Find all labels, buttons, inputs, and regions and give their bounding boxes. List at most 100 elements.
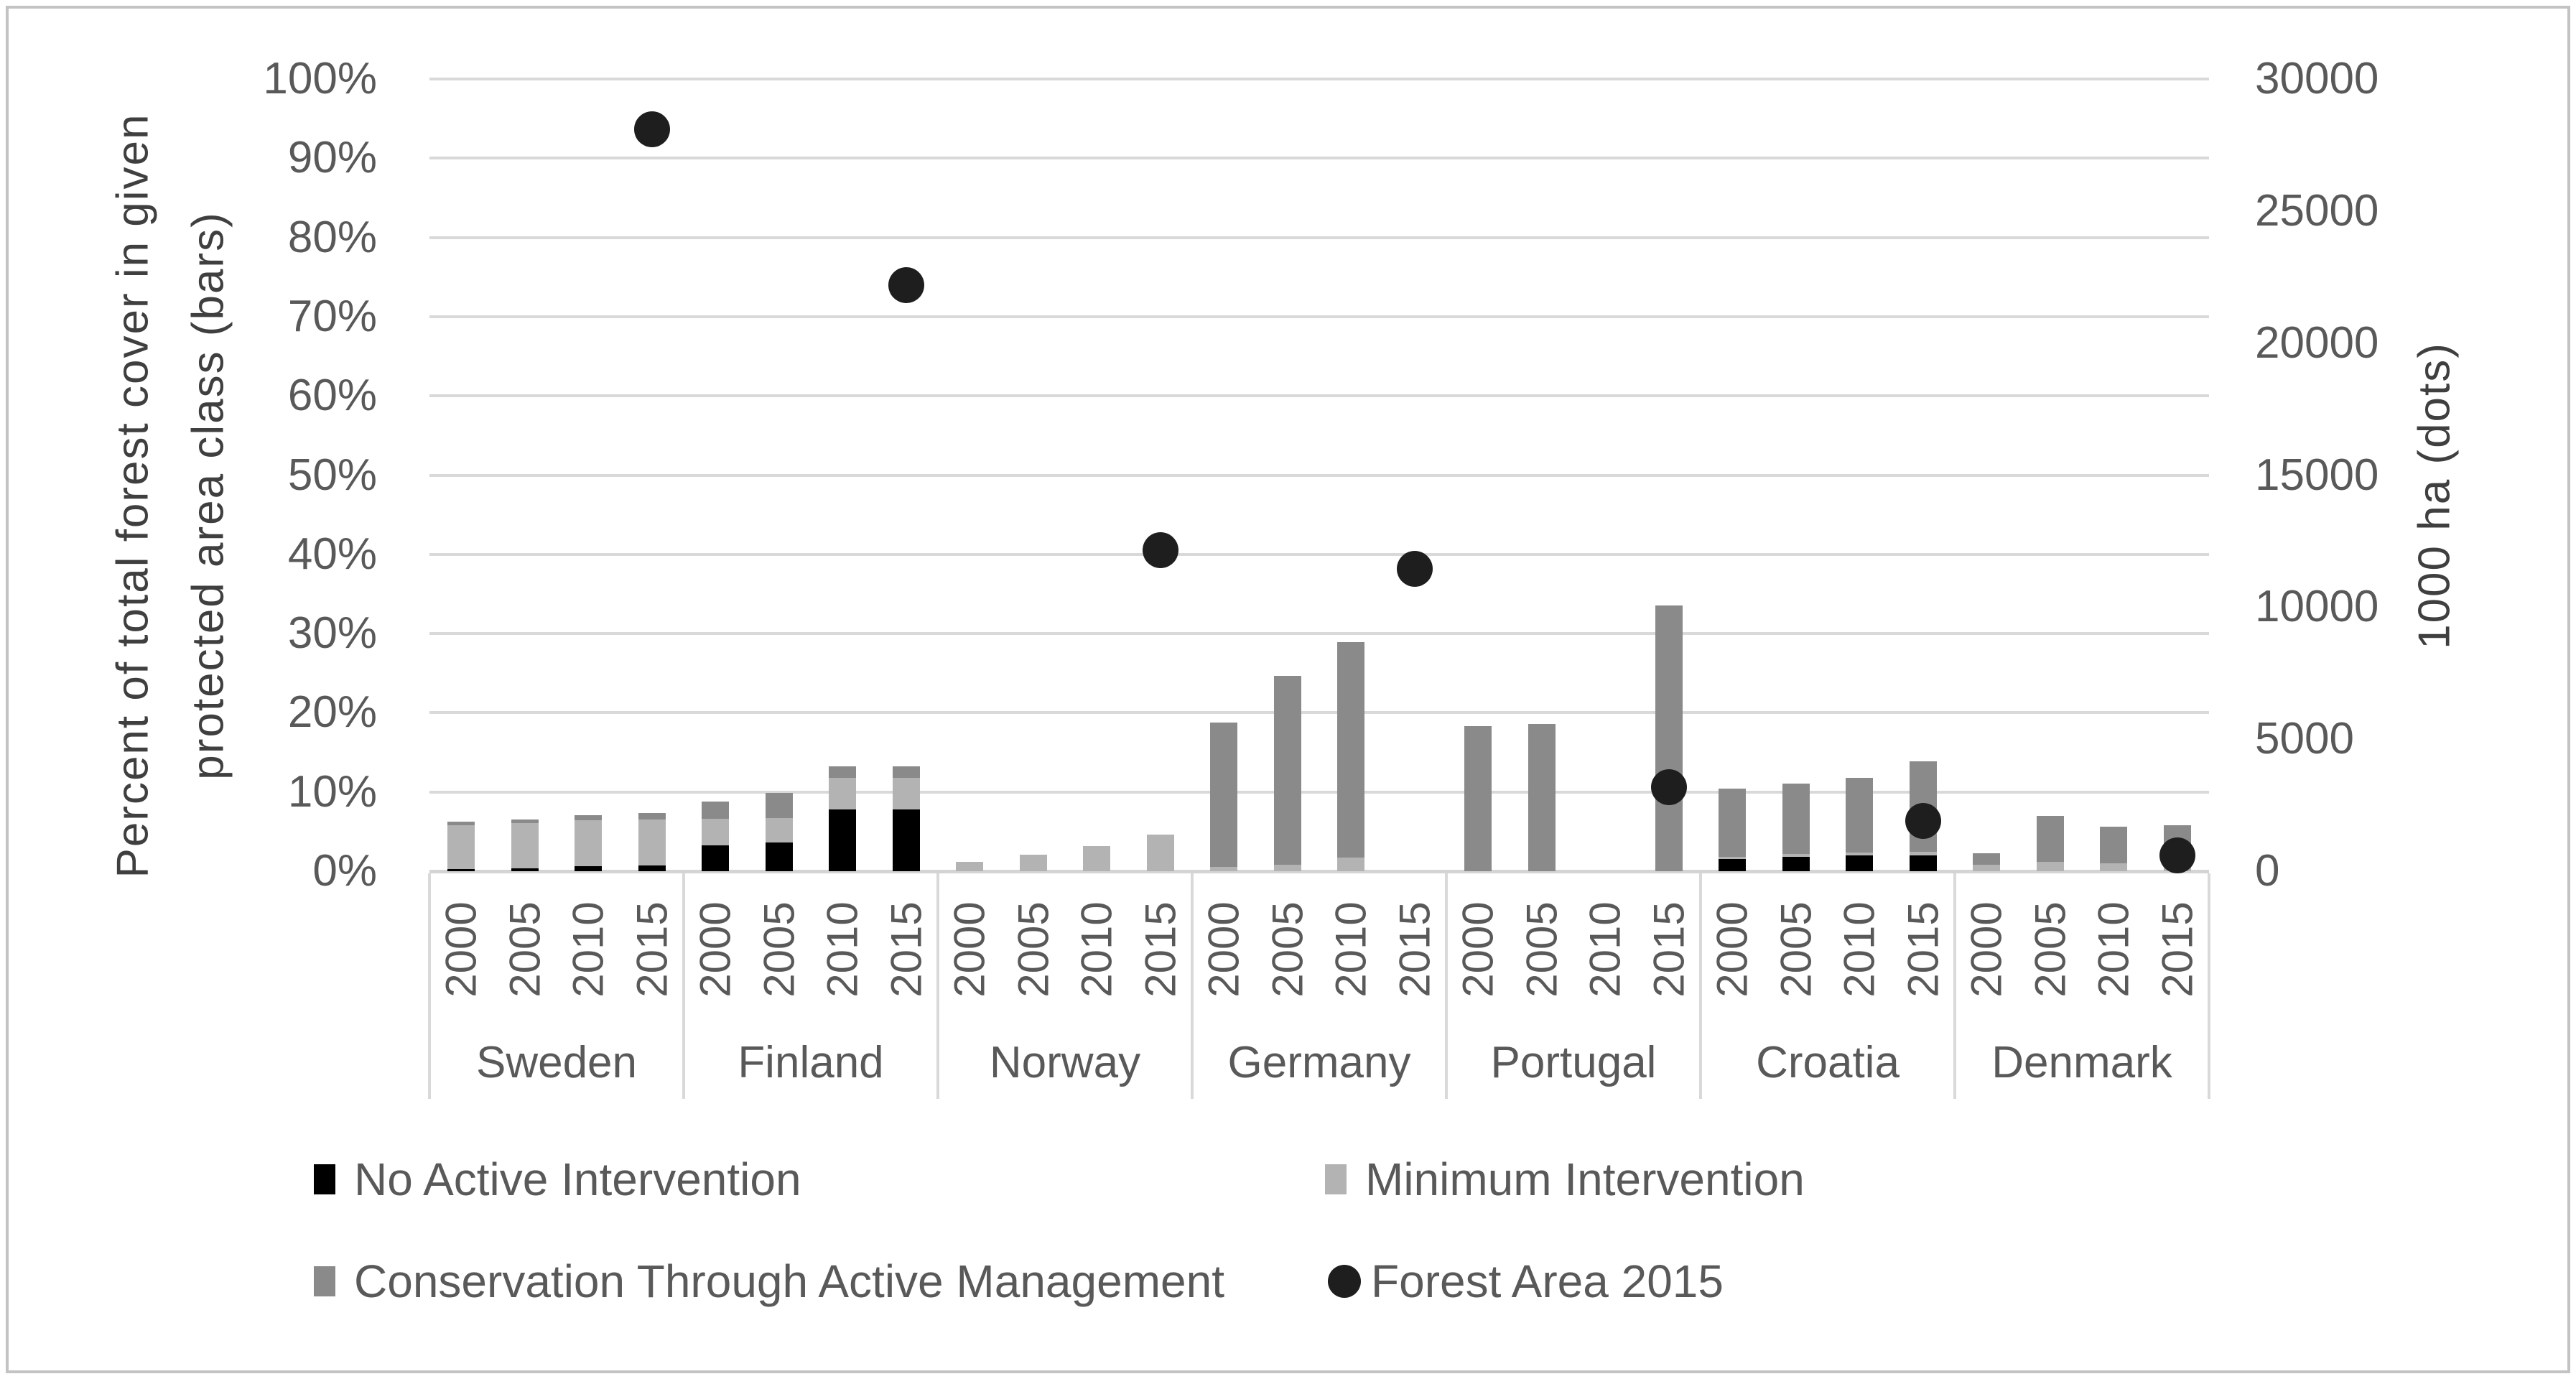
gridline <box>429 552 2209 556</box>
x-axis-year-label: 2015 <box>628 901 676 998</box>
bar-segment-conservation-active-management <box>2100 827 2128 863</box>
bar-segment-minimum-intervention <box>702 819 730 845</box>
bar-segment-conservation-active-management <box>1719 788 1747 857</box>
x-axis-year-label: 2000 <box>1199 901 1248 998</box>
bar-segment-minimum-intervention <box>1210 867 1238 871</box>
right-axis-tick-label: 15000 <box>2255 450 2379 500</box>
bar-segment-minimum-intervention <box>575 820 603 867</box>
forest-area-dot-icon <box>1328 1265 1361 1298</box>
bar-segment-no-active-intervention <box>1719 859 1747 871</box>
x-axis-year-label: 2010 <box>564 901 613 998</box>
x-axis-country-label: Germany <box>1227 1038 1411 1087</box>
bar-segment-no-active-intervention <box>1782 857 1810 871</box>
bar-segment-conservation-active-management <box>1273 675 1301 865</box>
category-divider <box>1191 873 1194 1099</box>
x-axis-country-label: Portugal <box>1490 1038 1657 1087</box>
category-divider <box>2208 873 2210 1099</box>
x-axis-year-label: 2015 <box>2153 901 2202 998</box>
forest-area-dot <box>633 111 670 147</box>
gridline <box>429 711 2209 715</box>
bar-segment-conservation-active-management <box>1655 605 1683 871</box>
legend-label-no-active-intervention: No Active Intervention <box>354 1153 801 1205</box>
bar-segment-minimum-intervention <box>1273 865 1301 871</box>
right-axis-tick-label: 10000 <box>2255 582 2379 632</box>
x-axis-year-label: 2000 <box>1454 901 1502 998</box>
bar-segment-minimum-intervention <box>447 825 475 869</box>
x-axis-year-label: 2015 <box>1645 901 1693 998</box>
left-axis-tick-label: 50% <box>287 450 377 500</box>
category-divider <box>1953 873 1956 1099</box>
x-axis-year-label: 2005 <box>2026 901 2075 998</box>
gridline <box>429 394 2209 398</box>
forest-area-dot <box>1142 532 1178 569</box>
bar-segment-minimum-intervention <box>1846 852 1874 855</box>
chart-border <box>6 6 2570 1373</box>
bar-segment-minimum-intervention <box>1782 854 1810 858</box>
bar-segment-minimum-intervention <box>1719 856 1747 860</box>
bar-segment-conservation-active-management <box>1973 853 2001 865</box>
right-axis-tick-label: 5000 <box>2255 714 2354 764</box>
bar-segment-no-active-intervention <box>638 865 666 871</box>
bar-segment-no-active-intervention <box>702 845 730 871</box>
bar-segment-conservation-active-management <box>2036 815 2064 862</box>
left-axis-tick-label: 100% <box>263 54 377 103</box>
x-axis-country-label: Norway <box>989 1038 1141 1087</box>
bar-segment-minimum-intervention <box>765 818 793 843</box>
x-axis-year-label: 2000 <box>1962 901 2011 998</box>
left-axis-title-line2: protected area class (bars) <box>183 211 233 780</box>
bar-segment-no-active-intervention <box>1846 855 1874 871</box>
bar-segment-conservation-active-management <box>447 822 475 826</box>
legend-label-conservation-active-management: Conservation Through Active Management <box>354 1255 1224 1307</box>
forest-area-dot <box>1396 551 1433 588</box>
bar-segment-conservation-active-management <box>1528 723 1556 871</box>
bar-segment-no-active-intervention <box>511 868 539 871</box>
right-axis-tick-label: 0 <box>2255 846 2280 896</box>
forest-area-dot <box>2159 837 2195 873</box>
no-active-intervention-swatch-icon <box>314 1164 335 1194</box>
x-axis-year-label: 2000 <box>691 901 740 998</box>
bar-segment-minimum-intervention <box>956 861 984 871</box>
bar-segment-conservation-active-management <box>575 815 603 821</box>
x-axis-line <box>429 870 2209 873</box>
bar-segment-conservation-active-management <box>1337 642 1365 858</box>
legend-label-minimum-intervention: Minimum Intervention <box>1365 1153 1805 1205</box>
bar-segment-no-active-intervention <box>575 866 603 871</box>
bar-segment-no-active-intervention <box>829 809 857 871</box>
right-axis-title: 1000 ha (dots) <box>2409 342 2460 649</box>
right-axis-tick-label: 20000 <box>2255 317 2379 368</box>
bar-segment-minimum-intervention <box>1146 835 1174 871</box>
bar-segment-conservation-active-management <box>765 792 793 819</box>
right-axis-tick-label: 25000 <box>2255 185 2379 236</box>
x-axis-year-label: 2015 <box>1899 901 1948 998</box>
left-axis-tick-label: 90% <box>287 133 377 183</box>
x-axis-year-label: 2010 <box>1835 901 1884 998</box>
bar-segment-minimum-intervention <box>1337 858 1365 871</box>
x-axis-year-label: 2015 <box>882 901 931 998</box>
left-axis-tick-label: 80% <box>287 212 377 262</box>
category-divider <box>682 873 685 1099</box>
gridline <box>429 236 2209 239</box>
bar-segment-minimum-intervention <box>2036 861 2064 871</box>
gridline <box>429 632 2209 636</box>
gridline <box>429 78 2209 80</box>
right-axis-tick-label: 30000 <box>2255 54 2379 103</box>
x-axis-year-label: 2005 <box>1263 901 1312 998</box>
bar-segment-no-active-intervention <box>1909 855 1937 871</box>
minimum-intervention-swatch-icon <box>1325 1164 1347 1194</box>
bar-segment-conservation-active-management <box>638 813 666 820</box>
bar-segment-conservation-active-management <box>1846 777 1874 853</box>
forest-area-dot <box>888 266 924 303</box>
bar-segment-minimum-intervention <box>1973 865 2001 871</box>
x-axis-year-label: 2005 <box>501 901 549 998</box>
category-divider <box>428 873 431 1099</box>
bar-segment-minimum-intervention <box>1909 851 1937 855</box>
gridline <box>429 315 2209 318</box>
gridline <box>429 790 2209 794</box>
legend-label-forest-area-2015: Forest Area 2015 <box>1371 1255 1724 1307</box>
category-divider <box>1445 873 1448 1099</box>
bar-segment-conservation-active-management <box>511 819 539 823</box>
left-axis-tick-label: 0% <box>312 846 377 896</box>
x-axis-year-label: 2010 <box>1072 901 1121 998</box>
category-divider <box>1699 873 1702 1099</box>
